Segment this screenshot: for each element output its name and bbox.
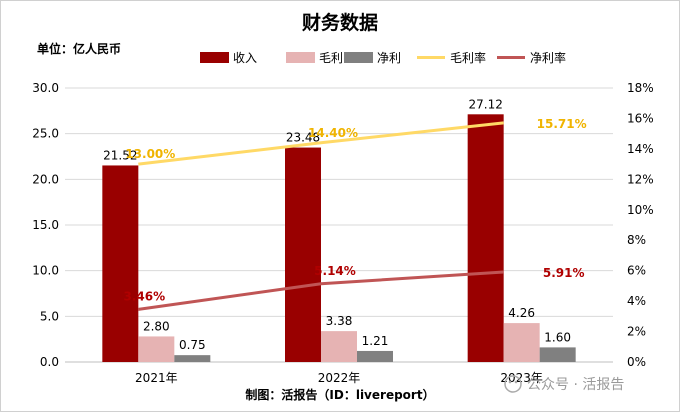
line-value-label: 5.91% [543,266,585,280]
y-right-tick-label: 4% [627,294,646,308]
lines: 13.00% 14.40% 15.71% 3.46% 5.14% 5.91% [124,117,587,311]
y-right-tick-label: 2% [627,325,646,339]
bar-value-label: 0.75 [179,338,206,352]
legend-label: 毛利 [319,51,343,65]
wechat-icon [504,375,522,393]
x-axis-labels: 2021年 2022年 2023年 [135,371,543,385]
bar-毛利 [138,336,175,362]
bar-毛利 [503,323,540,362]
legend-swatch [286,52,315,63]
line-value-label: 14.40% [308,126,358,140]
x-tick-label: 2021年 [135,371,178,385]
bar-value-label: 21.52 [103,148,137,162]
y-right-tick-label: 18% [627,81,654,95]
bar-value-label: 2.80 [143,319,170,333]
watermark-text: 公众号 · 活报告 [527,377,624,393]
bar-value-label: 1.21 [362,334,389,348]
line-毛利率 [138,121,504,166]
line-净利率 [138,270,504,311]
y-right-tick-label: 12% [627,172,654,186]
y-left-tick-label: 5.0 [40,309,59,323]
y-left-tick-label: 20.0 [32,172,59,186]
y-left-tick-label: 15.0 [32,218,59,232]
legend-label: 收入 [233,51,257,65]
y-right-tick-label: 0% [627,355,646,369]
bar-收入 [467,114,504,362]
bar-收入 [285,147,321,362]
bar-净利 [357,350,393,362]
y-right-tick-label: 16% [627,111,654,125]
wechat-icon-eye-left [508,380,512,384]
bar-净利 [174,355,211,362]
line-value-label: 13.00% [125,147,175,161]
legend-swatch [200,52,229,63]
bars: 21.52 2.80 0.75 23.48 3.38 1.21 27.12 4.26 1.60 [102,97,576,362]
y-right-tick-label: 14% [627,142,654,156]
unit-label: 单位：亿人民币 [37,41,121,56]
legend-label: 净利率 [530,50,566,65]
chart-title: 财务数据 [302,11,378,34]
bar-value-label: 1.60 [544,330,571,344]
bar-value-label: 23.48 [286,131,320,145]
y-right-tick-label: 6% [627,264,646,278]
wechat-icon-eye-right [514,380,518,384]
watermark: 公众号 · 活报告 [504,375,624,393]
legend: 收入 毛利 净利 毛利率 净利率 [200,50,566,65]
line-value-label: 3.46% [124,289,166,303]
bar-毛利 [321,331,357,362]
source-note: 制图：活报告（ID：livereport） [245,387,434,402]
line-value-label: 5.14% [314,264,356,278]
y-axis-left: 0.0 5.0 10.0 15.0 20.0 25.0 30.0 [32,81,59,369]
x-tick-label: 2022年 [318,371,361,385]
line-value-label: 15.71% [537,117,587,131]
bar-净利 [539,347,576,362]
y-right-tick-label: 10% [627,203,654,217]
bar-value-label: 27.12 [468,97,502,111]
y-left-tick-label: 25.0 [32,127,59,141]
y-left-tick-label: 0.0 [40,355,59,369]
y-axis-right: 0% 2% 4% 6% 8% 10% 12% 14% 16% 18% [627,81,654,369]
legend-label: 净利 [377,51,401,65]
y-left-tick-label: 10.0 [32,264,59,278]
legend-label: 毛利率 [450,50,486,65]
bar-收入 [102,165,139,362]
y-right-tick-label: 8% [627,233,646,247]
legend-swatch [344,52,373,63]
y-left-tick-label: 30.0 [32,81,59,95]
bar-value-label: 3.38 [326,314,353,328]
bar-value-label: 4.26 [508,306,535,320]
